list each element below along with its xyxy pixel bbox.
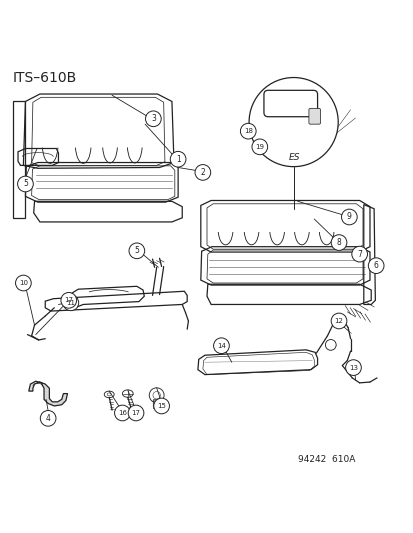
- Text: 9: 9: [346, 213, 351, 222]
- FancyBboxPatch shape: [263, 90, 317, 117]
- Circle shape: [16, 275, 31, 291]
- Text: 6: 6: [373, 261, 378, 270]
- Circle shape: [40, 410, 56, 426]
- Text: 5: 5: [23, 180, 28, 189]
- Polygon shape: [28, 381, 67, 406]
- Circle shape: [149, 388, 164, 402]
- Circle shape: [61, 293, 76, 308]
- Text: 17: 17: [131, 410, 140, 416]
- Text: 14: 14: [216, 343, 225, 349]
- Circle shape: [128, 405, 144, 421]
- Circle shape: [18, 176, 33, 192]
- Circle shape: [325, 340, 335, 350]
- Text: 5: 5: [134, 246, 139, 255]
- Text: 12: 12: [334, 318, 343, 324]
- Circle shape: [240, 123, 256, 139]
- Circle shape: [330, 235, 346, 251]
- Text: 1: 1: [175, 155, 180, 164]
- Circle shape: [252, 139, 267, 155]
- Circle shape: [129, 243, 145, 259]
- Text: 2: 2: [200, 168, 205, 177]
- Text: 3: 3: [151, 114, 155, 123]
- Text: 4: 4: [45, 414, 50, 423]
- Text: 18: 18: [243, 128, 252, 134]
- Text: 13: 13: [348, 365, 357, 370]
- Circle shape: [330, 313, 346, 329]
- Circle shape: [195, 165, 210, 180]
- Text: ITS–610B: ITS–610B: [13, 70, 77, 85]
- Circle shape: [368, 258, 383, 273]
- Circle shape: [153, 398, 169, 414]
- FancyBboxPatch shape: [308, 109, 320, 124]
- Ellipse shape: [104, 391, 114, 398]
- Circle shape: [145, 111, 161, 127]
- Text: 19: 19: [255, 144, 263, 150]
- Text: 10: 10: [19, 280, 28, 286]
- Text: 94242  610A: 94242 610A: [297, 455, 354, 464]
- Circle shape: [170, 151, 185, 167]
- Text: 11: 11: [66, 300, 75, 306]
- Circle shape: [341, 209, 356, 225]
- FancyBboxPatch shape: [153, 399, 159, 408]
- Circle shape: [213, 338, 229, 353]
- Circle shape: [63, 295, 78, 311]
- Ellipse shape: [122, 390, 133, 397]
- Text: 17: 17: [64, 297, 73, 303]
- Circle shape: [351, 246, 367, 262]
- Text: ES: ES: [288, 153, 299, 162]
- Circle shape: [249, 77, 337, 167]
- Text: 7: 7: [356, 249, 361, 259]
- Circle shape: [345, 360, 361, 375]
- Text: 8: 8: [336, 238, 341, 247]
- Text: 15: 15: [157, 403, 166, 409]
- Circle shape: [114, 405, 130, 421]
- Text: 16: 16: [118, 410, 127, 416]
